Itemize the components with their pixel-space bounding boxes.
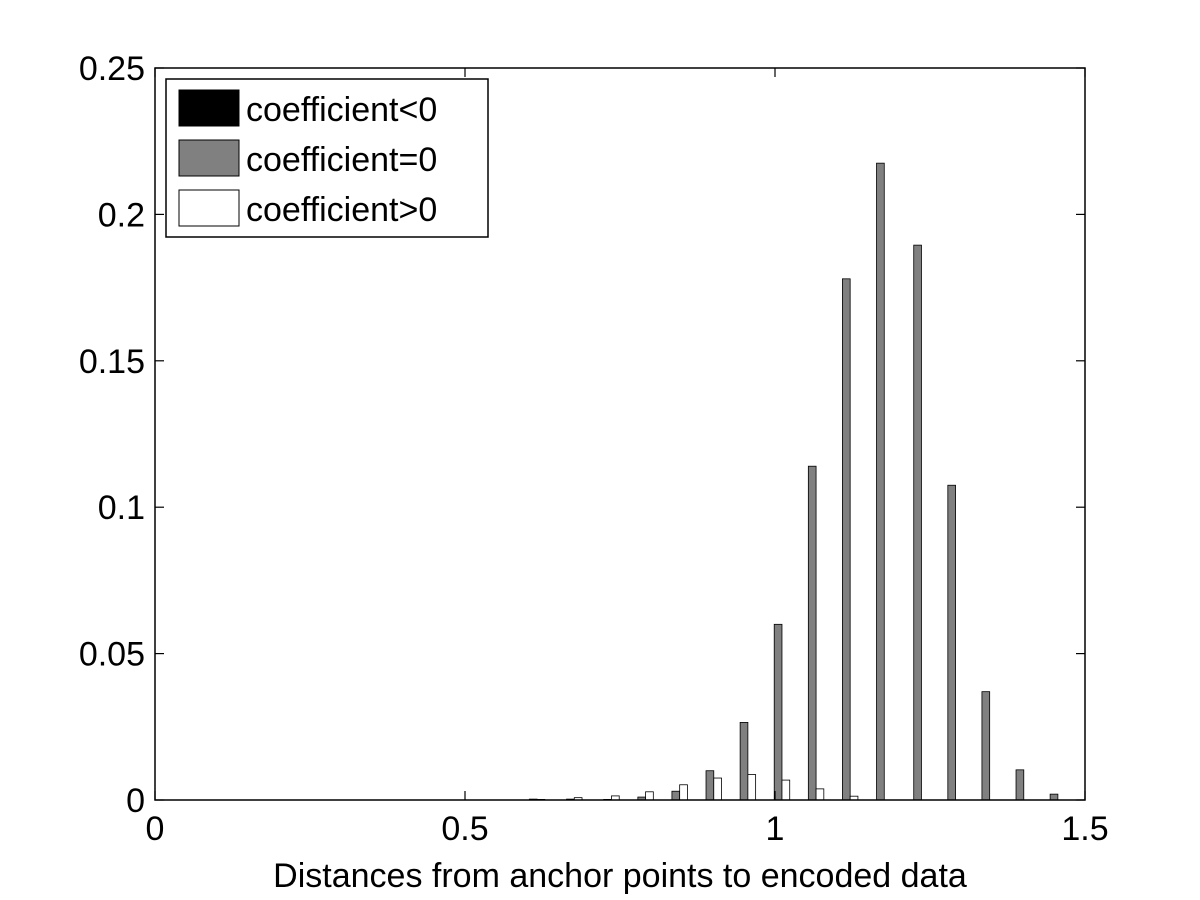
y-tick-label: 0 [126, 782, 145, 820]
bar-zero-14 [1015, 769, 1025, 801]
y-tick-label: 0.1 [98, 489, 145, 527]
bar-pos-7 [781, 779, 791, 801]
legend-swatch [178, 189, 240, 227]
x-tick-label: 0 [146, 810, 165, 848]
bar-zero-6 [739, 722, 749, 801]
bar-pos-5 [713, 777, 722, 801]
bar-zero-7 [773, 623, 783, 801]
bar-pos-8 [815, 788, 825, 801]
legend-label: coefficient=0 [246, 141, 437, 179]
x-tick-label: 0.5 [441, 810, 488, 848]
bar-pos-4 [679, 784, 688, 801]
legend-swatch [178, 89, 240, 127]
bar-zero-9 [842, 278, 851, 801]
legend-swatch [178, 139, 240, 177]
bar-zero-13 [981, 691, 991, 801]
bar-zero-11 [913, 244, 922, 801]
bar-pos-6 [747, 774, 757, 801]
x-tick-label: 1.5 [1061, 810, 1108, 848]
plot-area-frame [154, 67, 1086, 801]
legend-label: coefficient>0 [246, 191, 437, 229]
legend: coefficient<0 coefficient=0 coefficient>0 [165, 78, 489, 238]
bar-zero-4 [671, 790, 681, 801]
x-tick-labels: 0 0.5 1 1.5 [146, 810, 1109, 848]
y-tick-label: 0.25 [79, 50, 145, 88]
y-tick-label: 0.2 [98, 196, 145, 234]
y-tick-label: 0.05 [79, 636, 145, 674]
bar-zero-5 [705, 770, 715, 801]
bar-zero-15 [1049, 793, 1059, 801]
x-axis-label: Distances from anchor points to encoded … [273, 857, 967, 895]
bar-zero-8 [807, 465, 817, 801]
ticks-layer [154, 67, 1086, 801]
legend-label: coefficient<0 [246, 91, 437, 129]
bar-zero-12 [947, 484, 956, 801]
y-tick-labels: 0 0.05 0.1 0.15 0.2 0.25 [79, 50, 145, 820]
bar-pos-3 [645, 791, 654, 801]
bar-zero-10 [876, 162, 885, 801]
x-tick-label: 1 [766, 810, 785, 848]
y-tick-label: 0.15 [79, 343, 145, 381]
